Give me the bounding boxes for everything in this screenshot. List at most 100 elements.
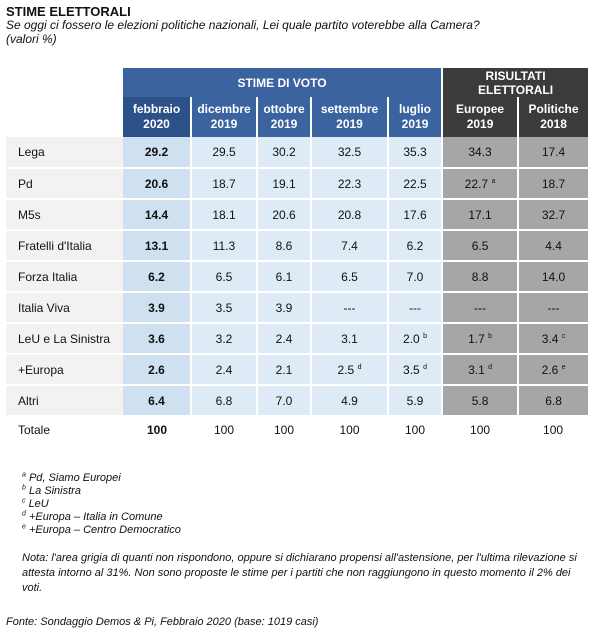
cell-value: 18.7: [541, 176, 566, 191]
table-cell: 6.5: [441, 230, 519, 262]
table-cell: 2.0 b: [386, 323, 443, 355]
footnote-text: Pd, Siamo Europei: [28, 472, 121, 484]
cell-value: ---: [343, 300, 356, 315]
cell-value: 7.0: [406, 269, 424, 284]
cell-value: 3.5: [215, 300, 233, 315]
cell-value: 2.5: [337, 362, 355, 377]
cell-value: 2.6: [541, 362, 559, 377]
cell-value: 14.0: [541, 269, 566, 284]
cell-value: 2.0: [403, 331, 420, 346]
cell-value: 3.4: [541, 331, 559, 346]
table-cell: 3.1: [310, 323, 388, 355]
table-cell: 7.0: [256, 385, 311, 417]
total-cell: 100: [146, 422, 168, 437]
cell-value: 22.3: [337, 176, 362, 191]
table-cell: 6.2: [386, 230, 443, 262]
table-cell: 3.2: [190, 323, 257, 355]
cell-value: 3.2: [215, 331, 233, 346]
footnote-item: a Pd, Siamo Europei: [22, 471, 181, 485]
table-cell: 14.4: [123, 199, 191, 231]
footnote-marker: a: [491, 177, 496, 185]
table-cell: 4.9: [310, 385, 388, 417]
cell-value: 20.6: [272, 207, 296, 222]
table-cell: 3.9: [256, 292, 311, 324]
column-header: Europee 2019: [441, 97, 519, 137]
table-cell: 20.8: [310, 199, 388, 231]
party-label: Lega: [6, 137, 123, 169]
table-cell: 18.7: [190, 168, 257, 200]
page-title: STIME ELETTORALI: [6, 4, 131, 19]
table-row: Altri 6.4 6.8 7.0 4.9 5.9 5.8 6.8: [6, 385, 589, 417]
cell-value: 2.6: [148, 362, 165, 377]
total-row: Totale 100 100 100 100 100 100 100: [6, 416, 588, 442]
column-header-row: febbraio 2020 dicembre 2019 ottobre 2019 sette…: [6, 97, 589, 137]
cell-value: 34.3: [468, 145, 492, 159]
table-cell: 8.6: [256, 230, 311, 262]
cell-value: 1.7: [468, 331, 485, 346]
table-cell: 35.3: [386, 137, 443, 169]
column-header: ottobre 2019: [256, 97, 311, 137]
cell-value: 22.5: [403, 176, 427, 191]
table-row: Italia Viva 3.9 3.5 3.9 --- --- --- ---: [6, 292, 589, 324]
table-cell: 22.3: [310, 168, 388, 200]
cell-value: 6.4: [148, 393, 165, 408]
table-cell: 17.6: [386, 199, 443, 231]
footnotes: a Pd, Siamo Europei b La Sinistra c LeU d +…: [22, 471, 181, 537]
footnote-text: +Europa – Italia in Comune: [28, 511, 163, 523]
cell-value: 3.1: [468, 362, 485, 377]
total-cell: 100: [273, 422, 295, 437]
column-header-label: luglio: [399, 102, 432, 116]
cell-value: 6.5: [215, 269, 233, 284]
table-cell: 17.1: [441, 199, 519, 231]
footnote-mark: e: [22, 523, 26, 531]
footnote-marker: d: [357, 363, 362, 371]
cell-value: 17.4: [541, 145, 566, 159]
cell-value: 3.9: [148, 300, 165, 315]
footnote-mark: d: [22, 510, 26, 518]
cell-value: 2.4: [275, 331, 293, 346]
table-row: M5s 14.4 18.1 20.6 20.8 17.6 17.1 32.7: [6, 199, 589, 231]
table-row: Fratelli d'Italia 13.1 11.3 8.6 7.4 6.2 6.5 4.4: [6, 230, 589, 262]
table-cell: 3.1 d: [441, 354, 519, 386]
table-cell: 2.4: [256, 323, 311, 355]
table-cell: 6.1: [256, 261, 311, 293]
cell-value: 3.6: [148, 331, 165, 346]
table-cell: 6.8: [517, 385, 589, 417]
footnote-marker: c: [561, 332, 566, 340]
methodology-note: Nota: l'area grigia di quanti non rispon…: [22, 552, 577, 594]
column-header-year: 2018: [540, 117, 567, 131]
table-cell: 18.1: [190, 199, 257, 231]
party-label: Forza Italia: [6, 261, 123, 293]
table-row: Forza Italia 6.2 6.5 6.1 6.5 7.0 8.8 14.0: [6, 261, 589, 293]
table-cell: 32.5: [310, 137, 388, 169]
cell-value: 22.7: [464, 176, 489, 191]
column-header: Politiche 2018: [517, 97, 589, 137]
cell-value: 18.1: [212, 207, 236, 222]
cell-value: 2.1: [275, 362, 293, 377]
column-header-label: settembre: [320, 102, 379, 116]
cell-value: 8.6: [275, 238, 293, 253]
table-cell: 22.7 a: [441, 168, 519, 200]
party-label: Pd: [6, 168, 123, 200]
table-cell: 3.6: [123, 323, 191, 355]
column-header-year: 2019: [336, 117, 363, 131]
question-text: Se oggi ci fossero le elezioni politiche…: [6, 18, 480, 32]
table-cell: 13.1: [123, 230, 191, 262]
total-cell: 100: [339, 422, 360, 437]
table-cell: 14.0: [517, 261, 589, 293]
cell-value: 13.1: [144, 238, 169, 253]
table-body: Lega 29.2 29.5 30.2 32.5 35.3 34.3 17.4 Pd 20.6 18…: [6, 137, 589, 442]
table-cell: 2.1: [256, 354, 311, 386]
table-cell: 6.8: [190, 385, 257, 417]
cell-value: 6.2: [148, 269, 165, 284]
cell-value: ---: [409, 300, 422, 315]
cell-value: 6.5: [471, 238, 489, 253]
table-cell: 34.3: [441, 137, 519, 169]
footnote-mark: a: [22, 471, 26, 479]
cell-value: 14.4: [144, 207, 169, 222]
column-header: dicembre 2019: [190, 97, 257, 137]
header-empty: [6, 68, 123, 97]
header-empty-2: [6, 97, 123, 137]
column-header: luglio 2019: [386, 97, 443, 137]
